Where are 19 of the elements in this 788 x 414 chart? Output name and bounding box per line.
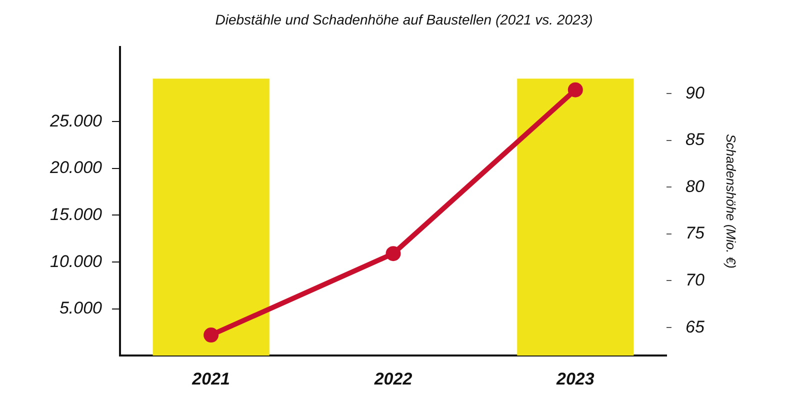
y2-tick-label: 70 xyxy=(685,270,705,290)
y-tick-label: 25.000 xyxy=(48,111,103,130)
y2-tick-label: 80 xyxy=(685,176,705,196)
x-tick-label: 2023 xyxy=(555,369,595,388)
y2-axis-title: Schadenshöhe (Mio. €) xyxy=(724,134,739,268)
y-tick-label: 20.000 xyxy=(48,158,103,178)
y2-tick-label: 65 xyxy=(685,317,705,336)
y2-tick-label: 75 xyxy=(685,224,705,243)
chart-title: Diebstähle und Schadenhöhe auf Baustellen (2021 vs. 2023) xyxy=(215,11,593,28)
x-tick-label: 2021 xyxy=(191,369,230,388)
point xyxy=(568,82,583,98)
y2-tick-label: 90 xyxy=(685,83,705,102)
point xyxy=(204,328,219,343)
y2-tick-label: 85 xyxy=(685,130,705,150)
y-tick-label: 10.000 xyxy=(50,252,103,271)
y-tick-label: 5.000 xyxy=(59,298,103,318)
y-tick-label: 15.000 xyxy=(50,204,103,224)
point xyxy=(386,246,401,262)
x-tick-label: 2022 xyxy=(373,369,413,388)
